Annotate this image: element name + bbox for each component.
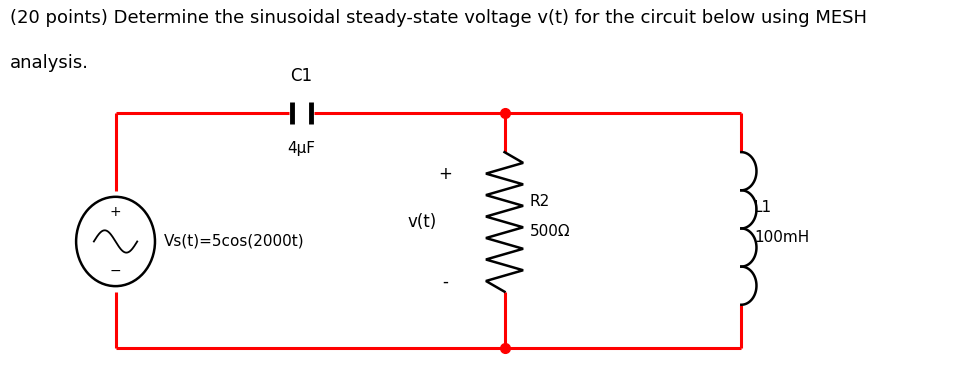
Text: 100mH: 100mH: [754, 230, 810, 245]
Text: 500Ω: 500Ω: [530, 224, 570, 239]
Text: C1: C1: [290, 67, 313, 85]
Text: −: −: [110, 264, 122, 278]
Text: analysis.: analysis.: [10, 54, 89, 72]
Text: (20 points) Determine the sinusoidal steady-state voltage v(t) for the circuit b: (20 points) Determine the sinusoidal ste…: [10, 9, 867, 27]
Text: v(t): v(t): [407, 213, 437, 231]
Text: +: +: [438, 165, 453, 183]
Text: +: +: [110, 206, 122, 219]
Text: 4μF: 4μF: [288, 141, 316, 156]
Text: Vs(t)=5cos(2000t): Vs(t)=5cos(2000t): [163, 234, 304, 249]
Text: R2: R2: [530, 194, 550, 209]
Text: L1: L1: [754, 201, 772, 216]
Text: -: -: [442, 273, 449, 291]
